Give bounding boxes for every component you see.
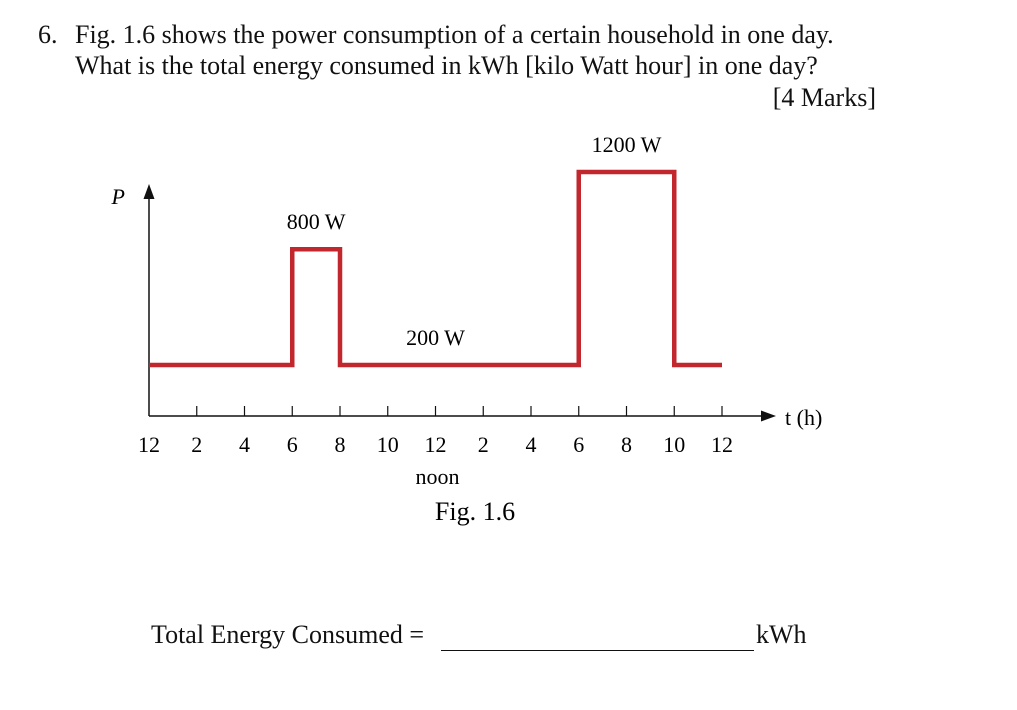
x-tick-label: 4 xyxy=(526,432,537,457)
x-tick-label: 12 xyxy=(425,432,447,457)
x-axis-arrow xyxy=(761,410,776,422)
x-tick-label: 8 xyxy=(335,432,346,457)
question-number: 6. xyxy=(38,20,58,49)
x-tick-label: 10 xyxy=(663,432,685,457)
x-axis-label: t (h) xyxy=(785,405,822,430)
x-tick-label: 8 xyxy=(621,432,632,457)
x-ticks xyxy=(196,406,723,416)
x-tick-label: 2 xyxy=(478,432,489,457)
y-axis-arrow xyxy=(143,184,155,199)
annotation-200w: 200 W xyxy=(406,325,465,350)
answer-unit: kWh xyxy=(756,620,807,649)
answer-blank-line[interactable] xyxy=(441,650,754,651)
x-tick-label: 12 xyxy=(711,432,733,457)
answer-label: Total Energy Consumed = xyxy=(151,620,425,649)
axes xyxy=(143,184,776,422)
x-tick-labels: 12 2 4 6 8 10 12 2 4 6 8 10 12 xyxy=(138,432,733,457)
x-tick-label: 6 xyxy=(573,432,584,457)
x-tick-label: 2 xyxy=(191,432,202,457)
x-tick-label: 6 xyxy=(287,432,298,457)
question-marks: [4 Marks] xyxy=(772,83,876,112)
noon-label: noon xyxy=(416,464,460,489)
power-consumption-chart: P t (h) 12 2 4 6 8 10 12 2 4 6 8 10 12 noon 800 W 20… xyxy=(111,132,823,526)
figure-caption: Fig. 1.6 xyxy=(435,497,515,526)
y-axis-label: P xyxy=(111,184,125,209)
annotation-1200w: 1200 W xyxy=(592,132,662,157)
annotation-800w: 800 W xyxy=(287,209,346,234)
x-tick-label: 12 xyxy=(138,432,160,457)
x-tick-label: 10 xyxy=(377,432,399,457)
x-tick-label: 4 xyxy=(239,432,250,457)
question-text-line-2: What is the total energy consumed in kWh… xyxy=(75,51,818,80)
question-text-line-1: Fig. 1.6 shows the power consumption of … xyxy=(75,20,834,49)
power-series-line xyxy=(149,169,722,368)
